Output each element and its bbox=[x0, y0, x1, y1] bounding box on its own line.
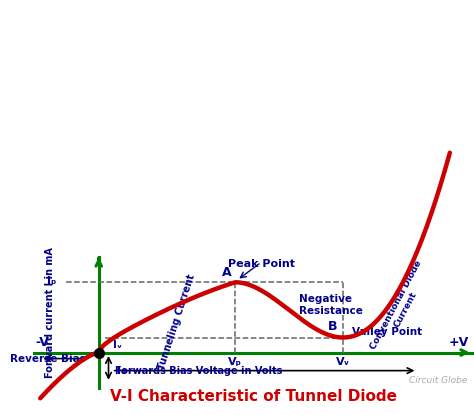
Text: Vₚ: Vₚ bbox=[228, 356, 242, 366]
Text: Peak Point: Peak Point bbox=[228, 259, 295, 269]
Text: I₀: I₀ bbox=[117, 366, 126, 376]
Text: Forwards Bias Voltage in Volts: Forwards Bias Voltage in Volts bbox=[115, 366, 283, 376]
Text: A: A bbox=[222, 266, 232, 279]
Text: +V: +V bbox=[449, 336, 469, 349]
Text: B: B bbox=[328, 320, 337, 333]
Text: Conventional Diode
Current: Conventional Diode Current bbox=[369, 259, 433, 356]
Text: Negative
Resistance: Negative Resistance bbox=[299, 294, 363, 316]
Text: Valley Point: Valley Point bbox=[352, 327, 422, 337]
Text: Forward current I in mA: Forward current I in mA bbox=[45, 247, 55, 378]
Text: Tunneling Current: Tunneling Current bbox=[156, 273, 197, 371]
Text: Iᵥ: Iᵥ bbox=[113, 339, 122, 349]
Text: Vᵥ: Vᵥ bbox=[336, 356, 350, 366]
Text: V-I Characteristic of Tunnel Diode: V-I Characteristic of Tunnel Diode bbox=[109, 389, 397, 404]
Text: Iₚ: Iₚ bbox=[47, 276, 56, 286]
Text: -V: -V bbox=[36, 336, 49, 349]
Text: Reverse Bias: Reverse Bias bbox=[10, 354, 86, 364]
Text: Circuit Globe: Circuit Globe bbox=[410, 376, 468, 385]
